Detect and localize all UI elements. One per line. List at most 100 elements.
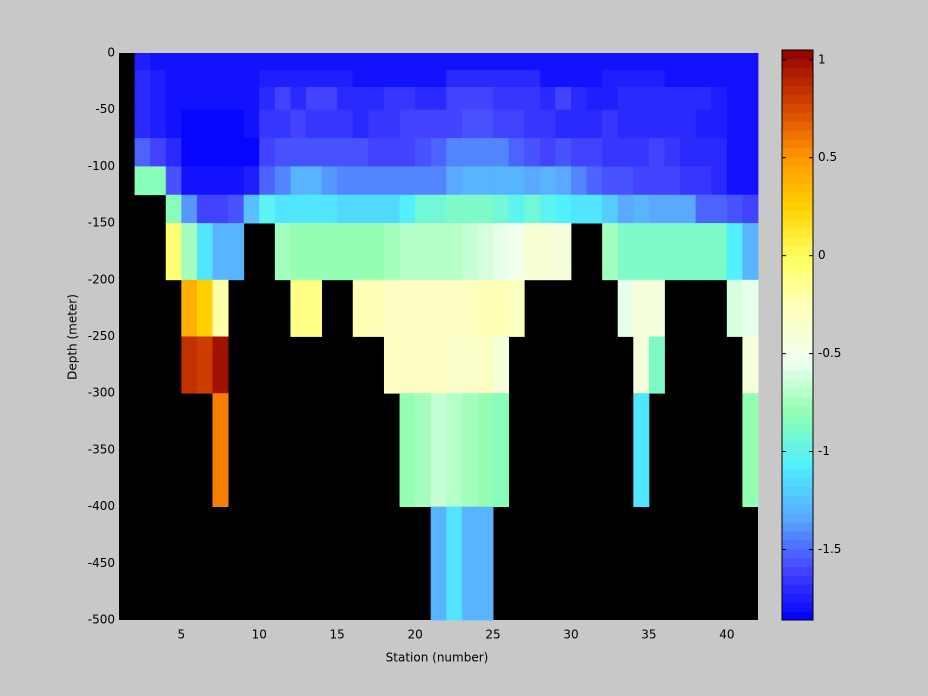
heatmap-cell — [664, 70, 681, 88]
heatmap-cell — [555, 109, 572, 139]
heatmap-cell — [633, 87, 650, 111]
heatmap-cell — [680, 194, 697, 224]
heatmap-cell — [524, 70, 541, 88]
heatmap-cell — [602, 138, 619, 167]
heatmap-cell — [181, 138, 198, 167]
heatmap-cell — [493, 393, 510, 507]
heatmap-cell — [648, 194, 665, 224]
colorbar-step — [782, 539, 813, 550]
heatmap-cell — [337, 194, 354, 224]
heatmap-cell — [680, 87, 697, 111]
y-tick-label: -300 — [88, 386, 115, 400]
heatmap-cell — [352, 109, 369, 139]
heatmap-cell — [508, 166, 525, 196]
heatmap-cell — [399, 194, 416, 224]
heatmap-cell — [383, 53, 400, 71]
heatmap-cell — [321, 109, 338, 139]
heatmap-cell — [493, 87, 510, 111]
x-tick-label: 20 — [407, 628, 422, 642]
heatmap-cell — [368, 70, 385, 88]
heatmap-cell — [602, 166, 619, 196]
heatmap-cell — [399, 53, 416, 71]
heatmap-cell — [290, 194, 307, 224]
heatmap-cell — [165, 138, 182, 167]
heatmap-cell — [570, 53, 587, 71]
x-axis-label: Station (number) — [386, 651, 489, 665]
heatmap-cell — [477, 336, 494, 394]
heatmap-cell — [633, 279, 650, 337]
colorbar-step — [782, 602, 813, 612]
colorbar-step — [782, 254, 813, 265]
heatmap-cell — [383, 70, 400, 88]
colorbar-step — [782, 495, 813, 505]
heatmap-cell — [680, 166, 697, 196]
heatmap-cell — [461, 138, 478, 167]
heatmap-cell — [477, 506, 494, 621]
heatmap-cell — [150, 109, 167, 139]
heatmap-cell — [570, 166, 587, 196]
colorbar-step — [782, 67, 813, 78]
colorbar-tick-label: 0 — [818, 248, 826, 262]
heatmap-cell — [664, 166, 681, 196]
heatmap-cell — [446, 138, 463, 167]
heatmap-cell — [711, 87, 728, 111]
colorbar-step — [782, 76, 813, 87]
heatmap-cell — [321, 53, 338, 71]
heatmap-cell — [617, 166, 634, 196]
heatmap-cell — [695, 138, 712, 167]
heatmap-cell — [493, 138, 510, 167]
colorbar-step — [782, 361, 813, 372]
x-tick-label: 25 — [485, 628, 500, 642]
heatmap-cell — [664, 138, 681, 167]
heatmap-cell — [446, 506, 463, 621]
heatmap-cell — [165, 223, 182, 281]
heatmap-cell — [352, 223, 369, 281]
heatmap-cell — [477, 166, 494, 196]
heatmap-cell — [383, 336, 400, 394]
heatmap-cell — [290, 70, 307, 88]
colorbar-step — [782, 219, 813, 229]
colorbar-step — [782, 281, 813, 291]
heatmap-cell — [165, 166, 182, 196]
colorbar-step — [782, 335, 813, 345]
heatmap-cell — [477, 87, 494, 111]
heatmap-cell — [415, 87, 432, 111]
x-tick-label: 40 — [719, 628, 734, 642]
heatmap-cell — [134, 138, 151, 167]
colorbar-step — [782, 575, 813, 585]
heatmap-cell — [477, 138, 494, 167]
heatmap-cell — [259, 138, 276, 167]
heatmap-cell — [181, 53, 198, 71]
heatmap-cell — [243, 53, 260, 71]
heatmap-cell — [726, 194, 743, 224]
y-tick-label: -50 — [95, 102, 115, 116]
heatmap-cell — [415, 109, 432, 139]
heatmap-cell — [430, 194, 447, 224]
heatmap-cell — [274, 223, 291, 281]
heatmap-cell — [648, 223, 665, 281]
heatmap-cell — [586, 194, 603, 224]
heatmap-cell — [617, 194, 634, 224]
colorbar-step — [782, 174, 813, 184]
heatmap-cell — [383, 166, 400, 196]
heatmap-cell — [726, 109, 743, 139]
heatmap-cell — [290, 53, 307, 71]
heatmap-cell — [493, 279, 510, 337]
heatmap-cell — [508, 70, 525, 88]
heatmap-cell — [633, 70, 650, 88]
heatmap-cell — [150, 70, 167, 88]
heatmap-cell — [337, 70, 354, 88]
heatmap-cell — [337, 138, 354, 167]
colorbar-step — [782, 263, 813, 274]
heatmap-cell — [368, 109, 385, 139]
heatmap-cell — [306, 138, 323, 167]
heatmap-cell — [602, 223, 619, 281]
heatmap-cell — [742, 336, 759, 394]
colorbar-step — [782, 165, 813, 176]
colorbar-step — [782, 85, 813, 95]
heatmap-cell — [150, 138, 167, 167]
heatmap-cell — [711, 138, 728, 167]
heatmap-cell — [555, 166, 572, 196]
heatmap-cell — [493, 166, 510, 196]
heatmap-cell — [461, 279, 478, 337]
